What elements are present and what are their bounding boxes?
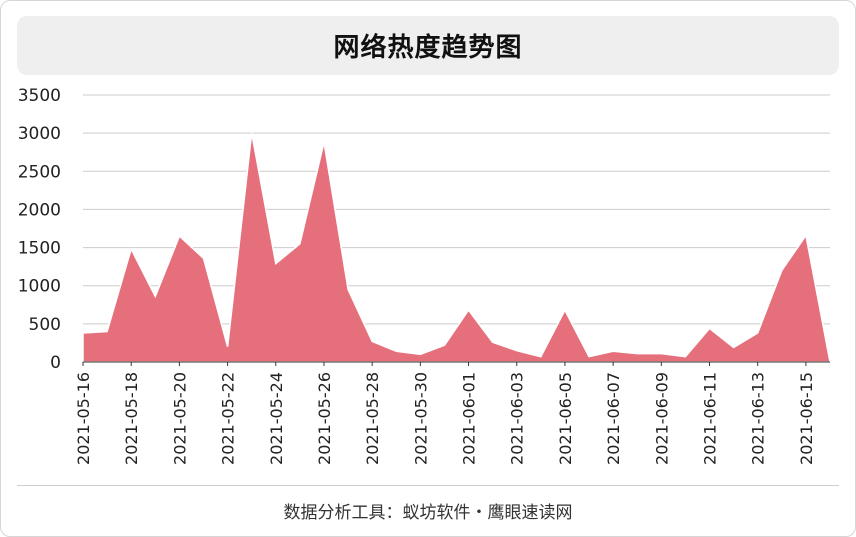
x-tick-label: 2021-05-30 [411, 372, 430, 465]
y-tick-label: 2000 [18, 200, 61, 220]
footer-divider [17, 485, 839, 486]
x-tick-label: 2021-05-22 [219, 372, 238, 465]
x-tick-label: 2021-06-03 [508, 372, 527, 465]
y-tick-label: 1000 [18, 277, 61, 297]
x-tick-label: 2021-06-09 [652, 372, 671, 465]
y-tick-label: 3500 [18, 86, 61, 106]
series-area [82, 132, 831, 363]
title-bar: 网络热度趋势图 [17, 16, 839, 75]
x-tick-label: 2021-06-13 [749, 372, 768, 465]
x-tick-label: 2021-06-01 [460, 372, 479, 465]
x-tick-label: 2021-05-24 [267, 372, 286, 465]
x-tick-label: 2021-05-16 [74, 372, 93, 465]
x-tick-label: 2021-05-20 [170, 372, 189, 465]
chart-title: 网络热度趋势图 [333, 33, 523, 63]
y-tick-label: 0 [50, 353, 61, 373]
y-tick-label: 2500 [18, 162, 61, 182]
x-tick-label: 2021-06-15 [797, 372, 816, 465]
x-tick-label: 2021-05-18 [122, 372, 141, 465]
x-tick-label: 2021-06-11 [701, 372, 720, 465]
y-tick-label: 1500 [18, 239, 61, 259]
footer-credit: 数据分析工具：蚁坊软件・鹰眼速读网 [283, 503, 573, 523]
x-tick-label: 2021-06-07 [604, 372, 623, 465]
y-tick-label: 3000 [18, 124, 61, 144]
x-tick-label: 2021-05-28 [363, 372, 382, 465]
y-tick-label: 500 [29, 315, 61, 335]
x-tick-label: 2021-05-26 [315, 372, 334, 465]
x-tick-label: 2021-06-05 [556, 372, 575, 465]
